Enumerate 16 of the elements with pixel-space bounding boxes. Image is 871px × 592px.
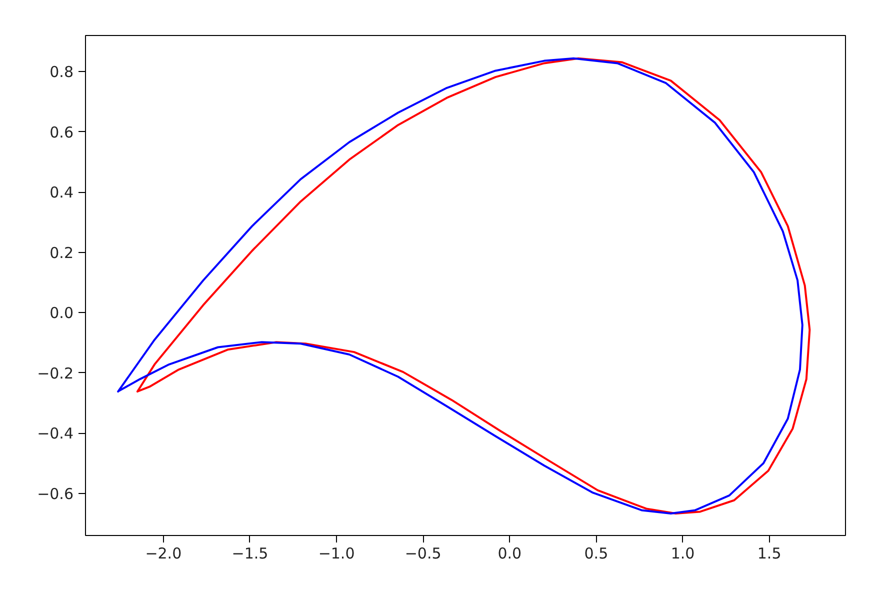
x-tick-label: 0.0: [498, 544, 522, 562]
y-tick-label: −0.6: [37, 484, 74, 503]
x-tick-label: 0.5: [584, 544, 608, 562]
x-tick-label: −2.0: [145, 544, 182, 562]
y-tick-label: 0.8: [50, 63, 74, 82]
x-tick-label: −0.5: [404, 544, 442, 562]
x-tick-label: 1.0: [670, 544, 695, 562]
y-tick-label: 0.4: [50, 184, 74, 202]
y-tick-label: −0.2: [37, 364, 74, 382]
y-tick-label: 0.0: [50, 304, 74, 322]
x-tick-label: −1.5: [232, 544, 268, 562]
x-tick-label: 1.5: [757, 544, 782, 562]
y-tick-label: 0.6: [50, 123, 74, 142]
x-tick-label: −1.0: [318, 544, 355, 562]
y-tick-label: 0.2: [50, 244, 74, 262]
y-tick-label: −0.4: [37, 424, 74, 443]
